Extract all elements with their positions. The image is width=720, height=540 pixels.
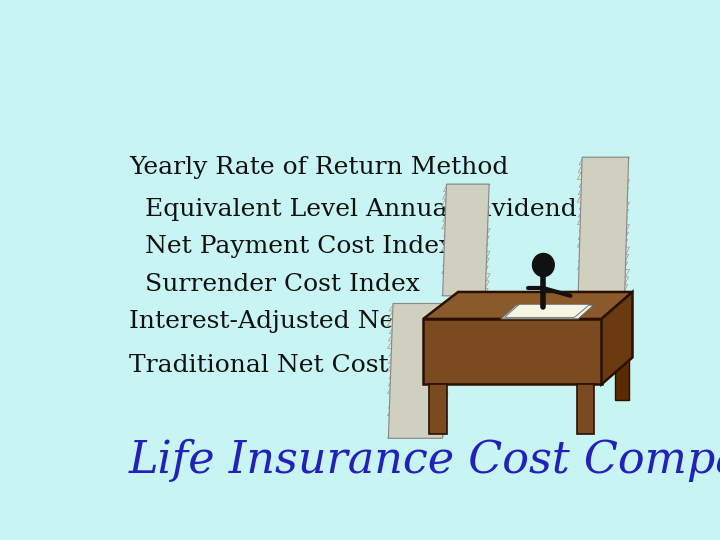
Polygon shape (387, 341, 446, 348)
Polygon shape (390, 416, 449, 423)
Polygon shape (579, 202, 629, 210)
Polygon shape (505, 304, 590, 318)
Polygon shape (577, 262, 628, 269)
Polygon shape (388, 423, 447, 431)
Polygon shape (390, 393, 449, 401)
Polygon shape (388, 401, 447, 408)
Polygon shape (577, 285, 628, 292)
Polygon shape (441, 244, 488, 251)
Polygon shape (443, 259, 489, 266)
Polygon shape (388, 379, 447, 386)
Polygon shape (443, 192, 489, 199)
Text: Traditional Net Cost: Traditional Net Cost (129, 354, 389, 377)
Polygon shape (441, 199, 488, 206)
Polygon shape (444, 251, 490, 259)
Polygon shape (388, 303, 447, 438)
Polygon shape (390, 371, 449, 379)
Polygon shape (443, 237, 489, 244)
Polygon shape (578, 165, 629, 172)
Polygon shape (423, 292, 632, 319)
Polygon shape (444, 184, 490, 192)
Polygon shape (579, 180, 629, 187)
Polygon shape (387, 319, 446, 326)
Text: Yearly Rate of Return Method: Yearly Rate of Return Method (129, 156, 508, 179)
Text: Equivalent Level Annual Dividend: Equivalent Level Annual Dividend (129, 198, 577, 221)
Bar (577, 384, 594, 434)
Polygon shape (390, 326, 449, 333)
Polygon shape (579, 247, 629, 254)
Polygon shape (444, 273, 490, 281)
Polygon shape (390, 348, 449, 356)
Polygon shape (578, 210, 629, 217)
Polygon shape (577, 240, 628, 247)
Polygon shape (423, 319, 601, 384)
Polygon shape (579, 157, 629, 165)
Polygon shape (578, 157, 629, 292)
Polygon shape (577, 172, 628, 180)
Polygon shape (444, 206, 490, 214)
Polygon shape (387, 431, 446, 438)
Polygon shape (388, 356, 447, 363)
Polygon shape (388, 311, 447, 319)
Polygon shape (443, 281, 489, 288)
Text: Net Payment Cost Index: Net Payment Cost Index (129, 235, 453, 258)
Polygon shape (388, 333, 447, 341)
Polygon shape (579, 225, 629, 232)
Polygon shape (443, 184, 489, 296)
Bar (429, 384, 446, 434)
Polygon shape (444, 229, 490, 237)
Polygon shape (577, 217, 628, 225)
Text: Surrender Cost Index: Surrender Cost Index (129, 273, 420, 296)
Polygon shape (579, 269, 629, 277)
Polygon shape (578, 187, 629, 194)
Polygon shape (601, 292, 632, 384)
Polygon shape (387, 386, 446, 393)
Polygon shape (500, 305, 594, 319)
Ellipse shape (533, 253, 554, 276)
Text: Interest-Adjusted Net Cost Methods: Interest-Adjusted Net Cost Methods (129, 310, 588, 333)
Polygon shape (441, 221, 488, 229)
Polygon shape (441, 288, 488, 296)
Polygon shape (387, 408, 446, 416)
Polygon shape (390, 303, 449, 311)
Polygon shape (578, 254, 629, 262)
Polygon shape (578, 232, 629, 240)
Polygon shape (577, 194, 628, 202)
Polygon shape (441, 266, 488, 273)
Polygon shape (578, 277, 629, 285)
Text: Life Insurance Cost Comparisons: Life Insurance Cost Comparisons (129, 439, 720, 482)
Polygon shape (387, 363, 446, 371)
Polygon shape (443, 214, 489, 221)
Bar (616, 357, 629, 400)
